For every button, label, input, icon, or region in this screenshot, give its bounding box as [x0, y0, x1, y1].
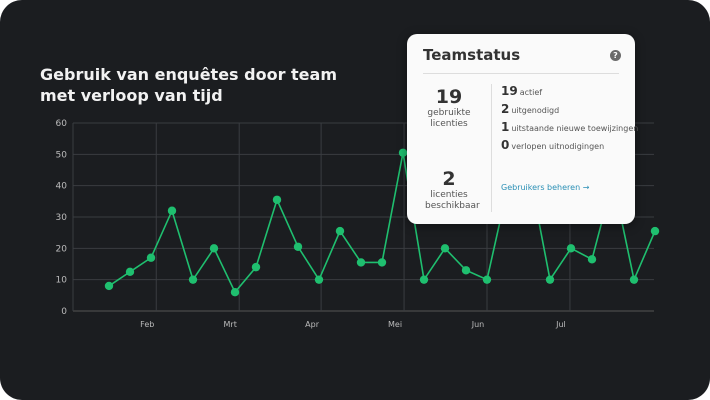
data-point [377, 258, 387, 267]
x-tick-label: Feb [140, 320, 154, 329]
y-tick-label: 10 [56, 276, 68, 286]
divider [491, 168, 492, 212]
stat-value: 1 [501, 120, 510, 134]
data-point [545, 275, 555, 284]
stat-value: 0 [501, 138, 510, 152]
data-point [587, 255, 597, 264]
data-point [293, 242, 303, 251]
y-tick-label: 0 [61, 307, 67, 317]
data-point [482, 275, 492, 284]
data-point [251, 262, 261, 272]
x-tick-label: Mrt [224, 320, 237, 329]
question-circle-icon[interactable]: ? [610, 50, 621, 61]
available-licenses: 2 licenties beschikbaar [407, 168, 491, 212]
y-tick-label: 60 [56, 119, 68, 129]
stat-expired: 0 verlopen uitnodigingen [501, 138, 638, 156]
data-point [356, 258, 366, 267]
stat-label: actief [519, 88, 543, 97]
stat-label: uitgenodigd [511, 106, 560, 115]
y-tick-label: 40 [56, 182, 68, 192]
data-point [272, 195, 282, 204]
chart-title: Gebruik van enquêtes door team met verlo… [40, 65, 337, 105]
stat-value: 19 [501, 84, 518, 98]
data-point [629, 275, 639, 284]
stat-value: 2 [501, 102, 510, 116]
data-point [209, 244, 219, 253]
y-tick-label: 30 [56, 213, 68, 223]
data-point [650, 226, 660, 236]
x-tick-label: Jul [555, 320, 566, 329]
divider [491, 84, 492, 180]
data-point [461, 266, 471, 275]
available-label: licenties beschikbaar [425, 190, 480, 211]
data-point [398, 148, 408, 157]
stat-active: 19 actief [501, 84, 638, 102]
data-point [146, 253, 156, 262]
manage-users-link[interactable]: Gebruikers beheren → [501, 183, 590, 192]
data-point [419, 275, 429, 284]
stat-label: verlopen uitnodigingen [511, 142, 605, 151]
used-label: gebruikte licenties [427, 108, 471, 129]
data-point [104, 281, 114, 291]
data-point [314, 275, 324, 284]
stat-pending: 1 uitstaande nieuwe toewijzingen [501, 120, 638, 138]
data-point [230, 288, 240, 297]
divider [423, 73, 619, 74]
y-tick-label: 20 [56, 244, 68, 254]
y-tick-label: 50 [56, 150, 68, 160]
stat-label: uitstaande nieuwe toewijzingen [511, 124, 639, 133]
stat-invited: 2 uitgenodigd [501, 102, 638, 120]
x-tick-label: Mei [388, 320, 402, 329]
card-title: Teamstatus [423, 46, 521, 64]
stats-list: 19 actief 2 uitgenodigd 1 uitstaande nieuwe… [501, 84, 638, 156]
team-status-card: Teamstatus ? 19 gebruikte licenties 2 li… [407, 34, 638, 224]
x-tick-label: Jun [471, 320, 485, 329]
available-count: 2 [442, 168, 456, 190]
data-point [125, 267, 135, 277]
used-count: 19 [435, 86, 463, 108]
data-point [167, 206, 177, 215]
data-point [188, 275, 198, 284]
data-point [440, 244, 450, 253]
x-tick-label: Apr [305, 320, 320, 329]
data-point [566, 244, 576, 253]
used-licenses: 19 gebruikte licenties [407, 86, 491, 130]
data-point [335, 226, 345, 236]
